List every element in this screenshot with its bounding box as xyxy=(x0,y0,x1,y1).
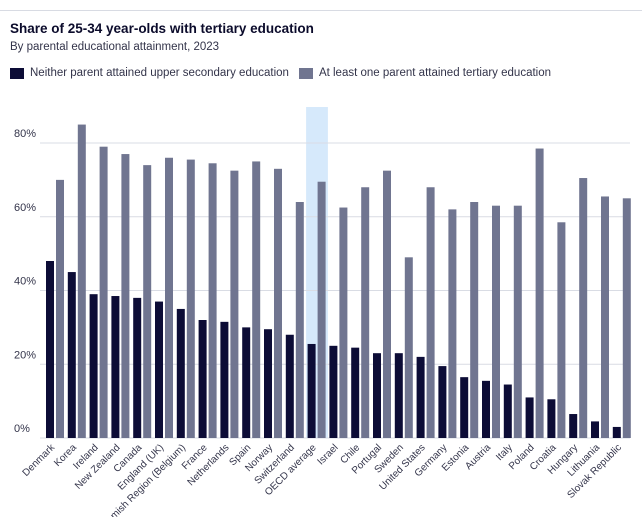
bar xyxy=(46,261,54,438)
x-tick-label: Austria xyxy=(463,442,493,472)
bar xyxy=(133,297,142,438)
y-tick-label: 0% xyxy=(14,423,30,435)
y-tick-label: 60% xyxy=(14,202,36,214)
bar xyxy=(230,170,239,438)
bar xyxy=(591,421,599,438)
chart-legend: Neither parent attained upper secondary … xyxy=(10,67,561,79)
bar xyxy=(361,187,370,438)
bar xyxy=(383,170,391,438)
bar xyxy=(460,377,469,438)
legend-swatch-series-2 xyxy=(298,67,313,79)
bar xyxy=(220,321,229,438)
bar xyxy=(535,148,544,438)
bar xyxy=(208,163,217,438)
bar xyxy=(121,154,130,438)
bar xyxy=(373,353,381,438)
bar xyxy=(186,159,195,438)
bar xyxy=(329,345,338,438)
bar xyxy=(394,353,403,438)
bar xyxy=(295,202,304,438)
bar xyxy=(165,157,173,438)
bar xyxy=(351,347,360,438)
bar xyxy=(274,168,282,438)
bar xyxy=(242,327,251,438)
legend-item-series-1[interactable]: Neither parent attained upper secondary … xyxy=(10,67,289,79)
bar xyxy=(416,356,425,438)
bar xyxy=(547,399,556,438)
bar xyxy=(89,294,98,438)
bar xyxy=(56,179,64,438)
legend-swatch-series-1 xyxy=(10,67,24,79)
bar xyxy=(176,308,185,438)
bar xyxy=(601,196,609,438)
bar xyxy=(557,222,566,438)
bar xyxy=(579,178,588,438)
bar xyxy=(622,198,631,438)
bar xyxy=(77,124,86,438)
bar xyxy=(198,320,207,438)
bar xyxy=(307,343,316,438)
bar xyxy=(513,205,522,438)
bar xyxy=(426,187,435,438)
bar xyxy=(612,426,621,438)
bar xyxy=(482,380,490,438)
bar xyxy=(264,329,272,438)
bar xyxy=(492,205,500,438)
bar xyxy=(317,181,326,438)
bar xyxy=(67,272,76,438)
legend-item-series-2[interactable]: At least one parent attained tertiary ed… xyxy=(298,67,552,79)
x-tick-label: Israel xyxy=(315,442,340,467)
bar xyxy=(438,366,447,438)
bar xyxy=(111,296,120,438)
bar xyxy=(470,202,479,438)
legend-label-series-2: At least one parent attained tertiary ed… xyxy=(318,67,552,79)
chart-subtitle: By parental educational attainment, 2023 xyxy=(10,41,220,53)
bar xyxy=(143,165,152,438)
bar xyxy=(339,207,348,438)
chart-title: Share of 25-34 year-olds with tertiary e… xyxy=(10,21,314,36)
bar xyxy=(525,397,534,438)
legend-label-series-1: Neither parent attained upper secondary … xyxy=(30,67,289,79)
y-tick-label: 40% xyxy=(14,276,36,288)
bar xyxy=(99,146,108,438)
bar xyxy=(569,414,578,438)
bar xyxy=(155,301,163,438)
bar xyxy=(503,384,512,438)
top-divider xyxy=(0,0,642,11)
bar xyxy=(252,161,261,438)
y-tick-label: 20% xyxy=(14,349,36,361)
bar xyxy=(285,334,294,438)
bar xyxy=(448,209,457,438)
y-tick-label: 80% xyxy=(14,128,36,140)
bar xyxy=(404,257,413,438)
